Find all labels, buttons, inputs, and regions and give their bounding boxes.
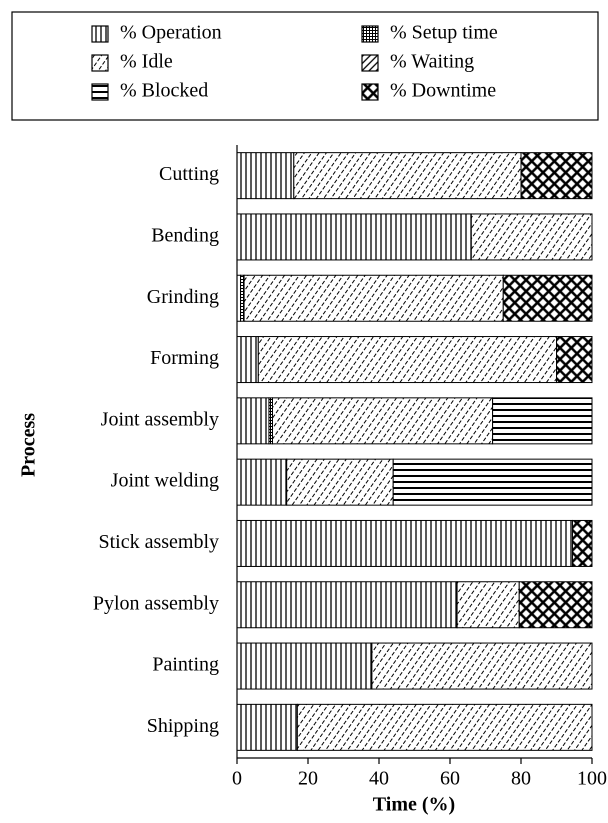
bar-segment (236, 703, 298, 751)
bar-segment (240, 274, 245, 322)
bar-segment (518, 581, 593, 629)
x-tick-label: 60 (440, 768, 460, 790)
x-tick-label: 0 (232, 768, 242, 790)
bar-segment (257, 336, 557, 384)
legend-label: % Blocked (120, 80, 208, 102)
y-tick-label: Forming (150, 347, 219, 369)
legend-swatch (91, 54, 109, 72)
bar-segment (236, 397, 270, 445)
y-tick-label: Cutting (159, 163, 219, 185)
bar-segment (456, 581, 520, 629)
bar-segment (236, 336, 259, 384)
bar-segment (243, 274, 504, 322)
legend-swatch (361, 83, 379, 101)
y-tick-label: Stick assembly (98, 531, 219, 553)
legend-label: % Idle (120, 51, 173, 73)
x-tick-label: 80 (511, 768, 531, 790)
bar-segment (392, 458, 593, 506)
y-tick-label: Joint welding (111, 470, 219, 492)
x-axis-label: Time (%) (373, 794, 455, 816)
x-tick-label: 40 (369, 768, 389, 790)
bar-segment (556, 336, 593, 384)
y-tick-label: Bending (151, 225, 219, 247)
bar-segment (236, 642, 373, 690)
legend-label: % Operation (120, 22, 222, 44)
bar-segment (470, 213, 593, 261)
y-axis-label: Process (18, 413, 40, 477)
y-tick-label: Painting (152, 654, 219, 676)
legend-swatch (91, 83, 109, 101)
x-tick-label: 100 (577, 768, 607, 790)
legend-swatch (361, 25, 379, 43)
bar-segment (272, 397, 494, 445)
legend-swatch (361, 54, 379, 72)
y-tick-label: Grinding (147, 286, 219, 308)
x-tick-label: 20 (298, 768, 318, 790)
y-tick-label: Joint assembly (101, 408, 219, 430)
bar-segment (268, 397, 274, 445)
bar-segment (293, 152, 522, 200)
bar-segment (296, 703, 593, 751)
bar-segment (371, 642, 593, 690)
bar-segment (286, 458, 394, 506)
bar-segment (236, 581, 458, 629)
legend-label: % Setup time (390, 22, 498, 44)
bar-segment (502, 274, 593, 322)
y-tick-label: Shipping (147, 715, 219, 737)
legend-label: % Downtime (390, 80, 496, 102)
bar-segment (236, 213, 472, 261)
bar-segment (236, 152, 295, 200)
bar-segment (236, 458, 288, 506)
legend-box (11, 11, 599, 121)
legend-swatch (91, 25, 109, 43)
legend-label: % Waiting (390, 51, 474, 73)
y-tick-label: Pylon assembly (93, 592, 219, 614)
bar-segment (520, 152, 593, 200)
bar-segment (492, 397, 593, 445)
bar-segment (571, 519, 593, 567)
bar-segment (236, 519, 573, 567)
